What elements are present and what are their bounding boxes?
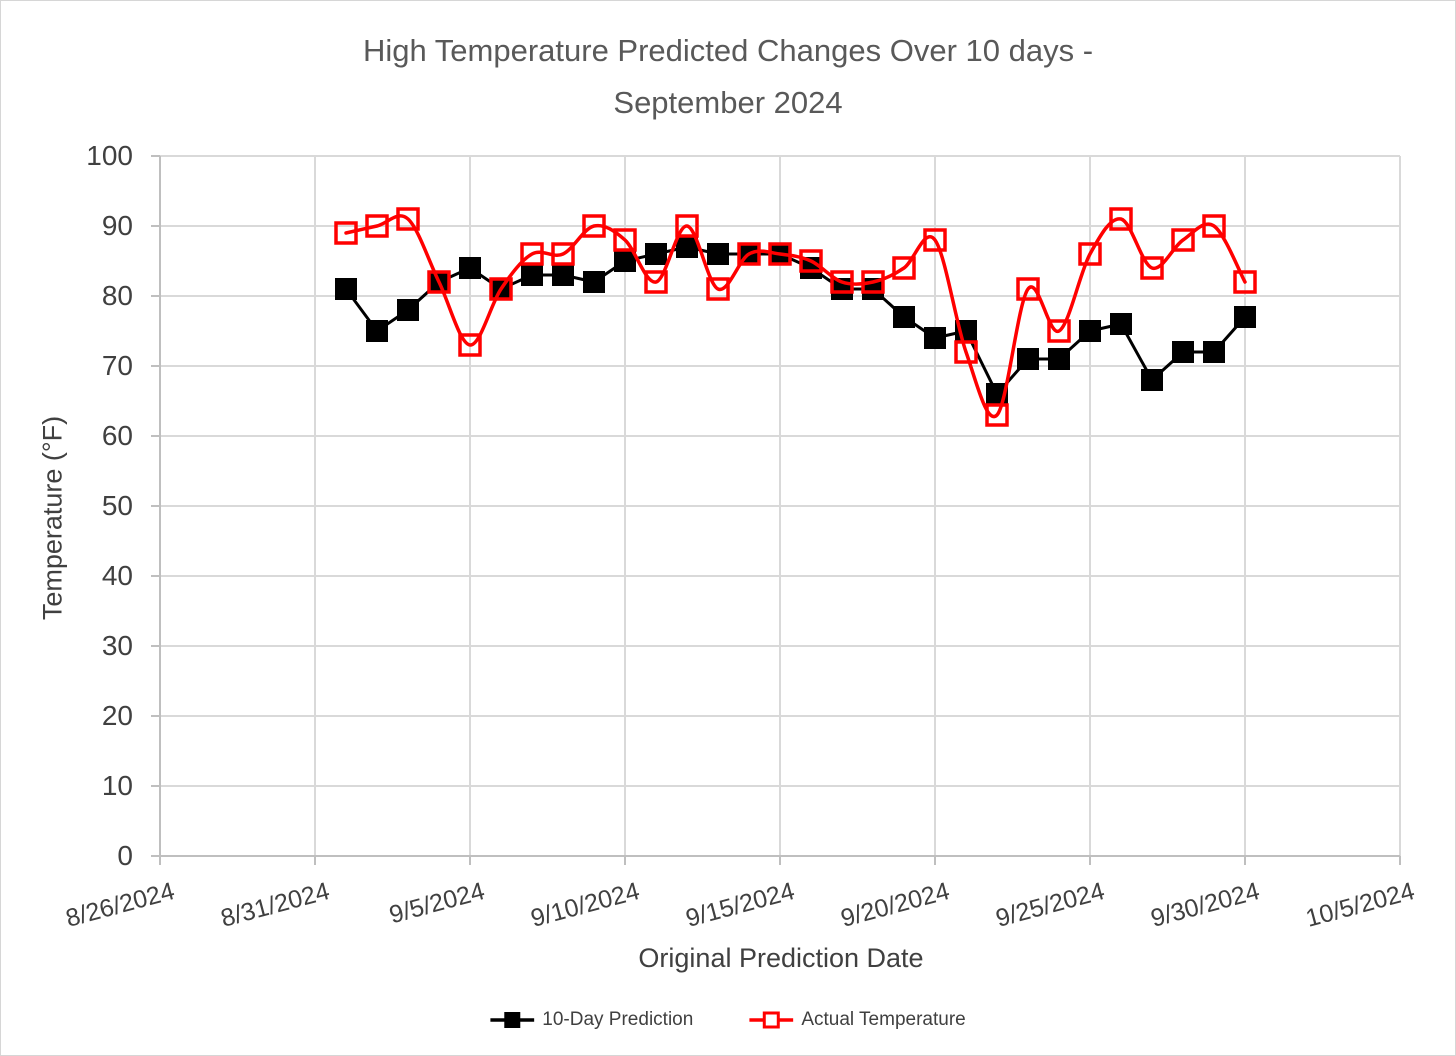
- data-point-prediction: [676, 236, 698, 258]
- data-point-prediction: [583, 271, 605, 293]
- data-point-prediction: [1234, 306, 1256, 328]
- data-point-actual: [861, 270, 885, 294]
- y-tick-label: 100: [86, 140, 133, 171]
- data-point-prediction: [397, 299, 419, 321]
- data-point-prediction: [1172, 341, 1194, 363]
- data-point-actual: [675, 214, 699, 238]
- data-point-actual: [520, 242, 544, 266]
- series-line-actual: [344, 214, 1247, 419]
- data-point-actual: [706, 277, 730, 301]
- data-point-actual: [1016, 277, 1040, 301]
- data-point-prediction: [1017, 348, 1039, 370]
- data-point-actual: [1233, 270, 1257, 294]
- legend-item: Actual Temperature: [749, 1009, 966, 1031]
- data-point-actual: [1140, 256, 1164, 280]
- data-point-prediction: [335, 278, 357, 300]
- chart-legend: 10-Day Prediction Actual Temperature: [490, 1009, 966, 1031]
- data-point-actual: [1109, 207, 1133, 231]
- data-point-prediction: [1203, 341, 1225, 363]
- legend-marker-prediction-icon: [490, 1012, 535, 1028]
- y-axis-title: Temperature (°F): [37, 415, 68, 621]
- x-axis-title: Original Prediction Date: [638, 943, 924, 973]
- data-point-actual: [613, 228, 637, 252]
- data-point-prediction: [924, 327, 946, 349]
- data-point-actual: [1202, 214, 1226, 238]
- data-point-prediction: [521, 264, 543, 286]
- chart-title-line2: September 2024: [613, 85, 843, 120]
- data-point-actual: [1047, 319, 1071, 343]
- y-tick-label: 90: [101, 210, 133, 241]
- y-tick-label: 40: [101, 560, 133, 591]
- data-point-actual: [985, 403, 1009, 427]
- y-tick-label: 50: [101, 490, 133, 521]
- data-point-actual: [830, 270, 854, 294]
- data-point-prediction: [1079, 320, 1101, 342]
- data-point-prediction: [614, 250, 636, 272]
- y-tick-label: 70: [101, 350, 133, 381]
- legend-label: Actual Temperature: [801, 1009, 966, 1030]
- data-point-prediction: [366, 320, 388, 342]
- chart-title-line1: High Temperature Predicted Changes Over …: [362, 33, 1094, 68]
- y-tick-label: 20: [101, 700, 133, 731]
- data-point-actual: [737, 242, 761, 266]
- y-tick-label: 30: [101, 630, 133, 661]
- data-point-actual: [396, 207, 420, 231]
- data-point-actual: [365, 214, 389, 238]
- data-point-prediction: [552, 264, 574, 286]
- chart-title: High Temperature Predicted Changes Over …: [1, 25, 1455, 129]
- data-point-actual: [644, 270, 668, 294]
- data-point-actual: [334, 221, 358, 245]
- legend-label: 10-Day Prediction: [542, 1009, 694, 1030]
- data-point-prediction: [1110, 313, 1132, 335]
- y-tick-label: 60: [101, 420, 133, 451]
- data-point-prediction: [707, 243, 729, 265]
- data-point-actual: [892, 256, 916, 280]
- data-point-prediction: [1048, 348, 1070, 370]
- data-point-prediction: [1141, 369, 1163, 391]
- data-point-actual: [489, 277, 513, 301]
- data-point-actual: [954, 340, 978, 364]
- y-tick-label: 10: [101, 770, 133, 801]
- data-point-prediction: [645, 243, 667, 265]
- y-tick-label: 0: [117, 840, 133, 871]
- data-point-prediction: [459, 257, 481, 279]
- data-point-prediction: [893, 306, 915, 328]
- data-point-actual: [768, 242, 792, 266]
- legend-item: 10-Day Prediction: [490, 1009, 693, 1031]
- data-point-actual: [582, 214, 606, 238]
- data-point-actual: [1078, 242, 1102, 266]
- data-point-actual: [427, 270, 451, 294]
- y-tick-label: 80: [101, 280, 133, 311]
- data-point-actual: [923, 228, 947, 252]
- data-point-actual: [799, 249, 823, 273]
- legend-marker-actual-icon: [749, 1011, 794, 1029]
- data-point-actual: [458, 333, 482, 357]
- data-point-actual: [551, 242, 575, 266]
- data-point-actual: [1171, 228, 1195, 252]
